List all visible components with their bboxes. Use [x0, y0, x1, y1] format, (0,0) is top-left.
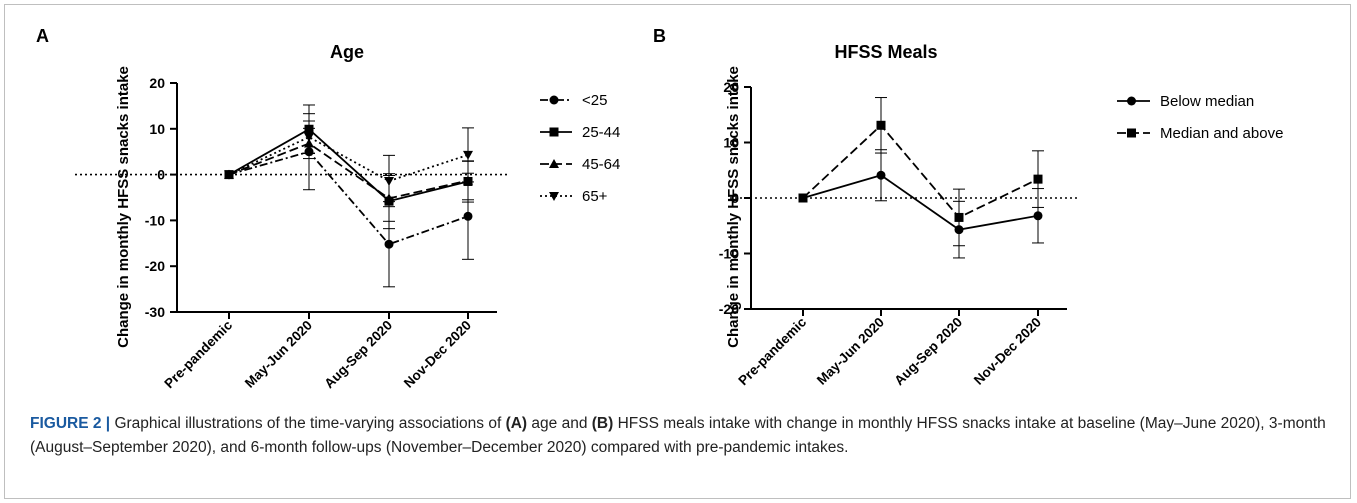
- x-tick-label: Pre-pandemic: [735, 314, 809, 388]
- data-point: [384, 239, 394, 249]
- panel-b-title: HFSS Meals: [834, 42, 937, 62]
- data-point: [1033, 174, 1043, 184]
- series-line: [228, 128, 469, 203]
- legend-label: 65+: [582, 188, 608, 205]
- caption-text-1: Graphical illustrations of the time-vary…: [110, 415, 506, 432]
- series-below-median: [798, 149, 1044, 259]
- data-point: [384, 177, 394, 187]
- legend-label: <25: [582, 92, 607, 109]
- panel-b-label: B: [653, 26, 666, 46]
- y-tick-label: -30: [145, 304, 165, 320]
- x-tick-label: Nov-Dec 2020: [401, 318, 474, 391]
- data-point: [1033, 211, 1043, 221]
- caption-text-3: HFSS meals intake with change in monthly…: [30, 415, 1326, 456]
- caption-ref-a: (A): [505, 415, 528, 432]
- y-tick-label: 10: [149, 121, 165, 137]
- data-point: [224, 170, 234, 180]
- legend-marker: [549, 159, 559, 168]
- panel-a-title: Age: [330, 42, 364, 62]
- caption-text-2: age and: [527, 415, 592, 432]
- legend-label: 25-44: [582, 124, 620, 141]
- figure-caption: FIGURE 2 | Graphical illustrations of th…: [30, 412, 1330, 460]
- data-point: [954, 212, 964, 222]
- series-line: [802, 174, 1039, 231]
- series--25: [224, 113, 474, 288]
- legend-marker: [549, 95, 559, 105]
- legend-item: 65+: [540, 188, 608, 205]
- legend-label: Below median: [1160, 93, 1254, 110]
- legend-item: Median and above: [1117, 125, 1283, 142]
- x-tick-label: Nov-Dec 2020: [971, 315, 1044, 388]
- y-tick-label: 20: [723, 79, 739, 95]
- legend-marker: [549, 127, 559, 137]
- series-25-44: [224, 104, 474, 230]
- figure-frame: [4, 4, 1351, 499]
- data-point: [876, 120, 886, 130]
- legend-marker: [549, 192, 559, 201]
- panel-a-ylabel: Change in monthly HFSS snacks intake: [115, 66, 132, 348]
- series-65-: [224, 120, 474, 208]
- y-tick-label: -10: [145, 212, 165, 228]
- caption-label: FIGURE 2 |: [30, 415, 111, 432]
- y-tick-label: -20: [145, 258, 165, 274]
- data-point: [876, 170, 886, 180]
- data-point: [463, 211, 473, 221]
- legend-label: Median and above: [1160, 125, 1283, 142]
- series-line: [228, 136, 469, 182]
- x-tick-label: May-Jun 2020: [814, 315, 887, 388]
- legend-item: 45-64: [540, 156, 620, 173]
- legend-item: Below median: [1117, 93, 1254, 110]
- legend-item: <25: [540, 92, 607, 109]
- y-tick-label: -20: [719, 301, 739, 317]
- panel-a-label: A: [36, 26, 49, 46]
- series-line: [228, 142, 469, 200]
- series-line: [802, 123, 1039, 219]
- panel-b-ylabel: Change in monthly HFSS snacks intake: [725, 66, 742, 348]
- data-point: [463, 150, 473, 160]
- legend-marker: [1127, 128, 1136, 138]
- legend-label: 45-64: [582, 156, 620, 173]
- data-point: [798, 193, 808, 203]
- data-point: [304, 133, 314, 143]
- figure-svg: A Age Change in monthly HFSS snacks inta…: [36, 26, 1284, 391]
- y-tick-label: 20: [149, 75, 165, 91]
- y-tick-label: 10: [723, 135, 739, 151]
- legend-marker: [1127, 96, 1136, 106]
- caption-ref-b: (B): [591, 415, 614, 432]
- x-tick-label: Aug-Sep 2020: [891, 315, 965, 389]
- series-median-and-above: [798, 97, 1044, 247]
- legend-item: 25-44: [540, 124, 620, 141]
- x-tick-label: Aug-Sep 2020: [321, 318, 395, 392]
- x-tick-label: Pre-pandemic: [161, 317, 235, 391]
- y-tick-label: -10: [719, 246, 739, 262]
- series-line: [228, 150, 469, 246]
- x-tick-label: May-Jun 2020: [242, 318, 315, 391]
